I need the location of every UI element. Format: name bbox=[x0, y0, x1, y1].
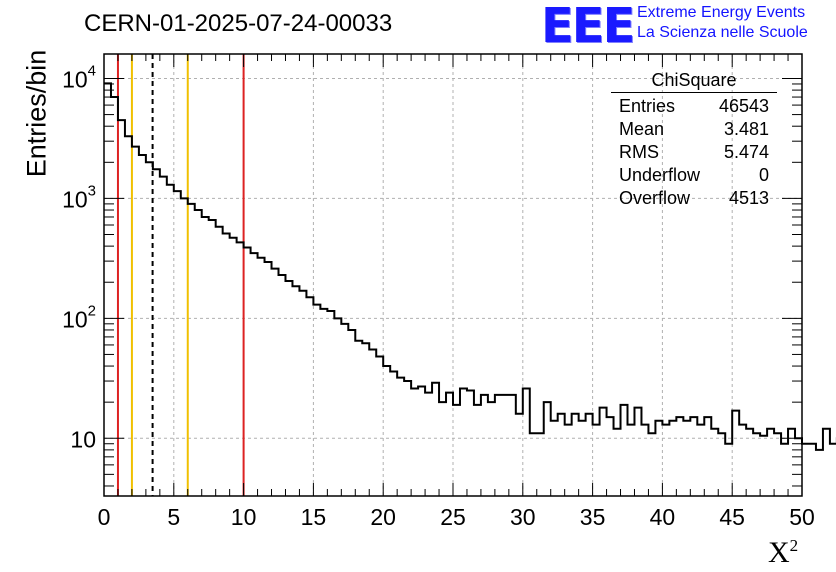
x-tick-label: 0 bbox=[98, 504, 111, 530]
y-tick-base: 10 bbox=[70, 426, 96, 452]
x-tick-label: 45 bbox=[719, 504, 745, 530]
stats-row: Underflow 0 bbox=[611, 164, 777, 187]
stats-label: RMS bbox=[619, 142, 659, 162]
stats-value: 5.474 bbox=[723, 142, 769, 162]
x-tick-label: 35 bbox=[580, 504, 606, 530]
stats-row: Entries 46543 bbox=[611, 95, 777, 118]
y-tick-label: 10 bbox=[70, 426, 96, 452]
x-tick-label: 5 bbox=[167, 504, 180, 530]
y-tick-base: 10 bbox=[62, 186, 88, 212]
stats-row: RMS 5.474 bbox=[611, 141, 777, 164]
y-axis-label: Entries/bin bbox=[21, 49, 52, 178]
y-tick-exponent: 3 bbox=[88, 182, 96, 199]
run-title: CERN-01-2025-07-24-00033 bbox=[84, 10, 393, 37]
eee-logo: EEE bbox=[541, 0, 635, 54]
stats-title: ChiSquare bbox=[611, 70, 777, 93]
x-tick-label: 40 bbox=[650, 504, 676, 530]
x-axis-label-exponent: 2 bbox=[789, 536, 799, 555]
eee-logo-caption: Extreme Energy Events La Scienza nelle S… bbox=[637, 3, 808, 43]
x-tick-label: 25 bbox=[440, 504, 466, 530]
reference-lines bbox=[116, 54, 245, 496]
y-tick-base: 10 bbox=[62, 66, 88, 92]
stats-label: Underflow bbox=[619, 165, 701, 185]
stats-value: 0 bbox=[758, 165, 769, 185]
stats-row: Mean 3.481 bbox=[611, 118, 777, 141]
stats-value: 46543 bbox=[718, 96, 769, 116]
x-tick-label: 10 bbox=[231, 504, 257, 530]
x-axis-label: X2 bbox=[768, 536, 798, 570]
stats-box: ChiSquare Entries 46543 Mean 3.481 RMS 5.47… bbox=[611, 70, 777, 210]
x-axis-label-base: X bbox=[768, 536, 790, 569]
logo-line-1: Extreme Energy Events bbox=[637, 4, 806, 21]
y-tick-exponent: 2 bbox=[88, 302, 96, 319]
y-tick-exponent: 4 bbox=[88, 62, 96, 79]
y-tick-label: 102 bbox=[62, 302, 96, 332]
stats-value: 3.481 bbox=[723, 119, 769, 139]
stats-label: Overflow bbox=[619, 188, 691, 208]
axis-ticks bbox=[103, 54, 803, 496]
logo-line-2: La Scienza nelle Scuole bbox=[637, 24, 808, 41]
y-tick-label: 103 bbox=[62, 182, 96, 212]
stats-value: 4513 bbox=[728, 188, 769, 208]
stats-label: Mean bbox=[619, 119, 665, 139]
x-tick-label: 30 bbox=[510, 504, 536, 530]
histogram-line bbox=[104, 82, 836, 451]
stats-label: Entries bbox=[619, 96, 676, 116]
y-tick-base: 10 bbox=[62, 306, 88, 332]
x-tick-label: 50 bbox=[789, 504, 815, 530]
x-tick-label: 20 bbox=[370, 504, 396, 530]
y-tick-label: 104 bbox=[62, 62, 96, 92]
stats-row: Overflow 4513 bbox=[611, 187, 777, 210]
x-tick-label: 15 bbox=[301, 504, 327, 530]
